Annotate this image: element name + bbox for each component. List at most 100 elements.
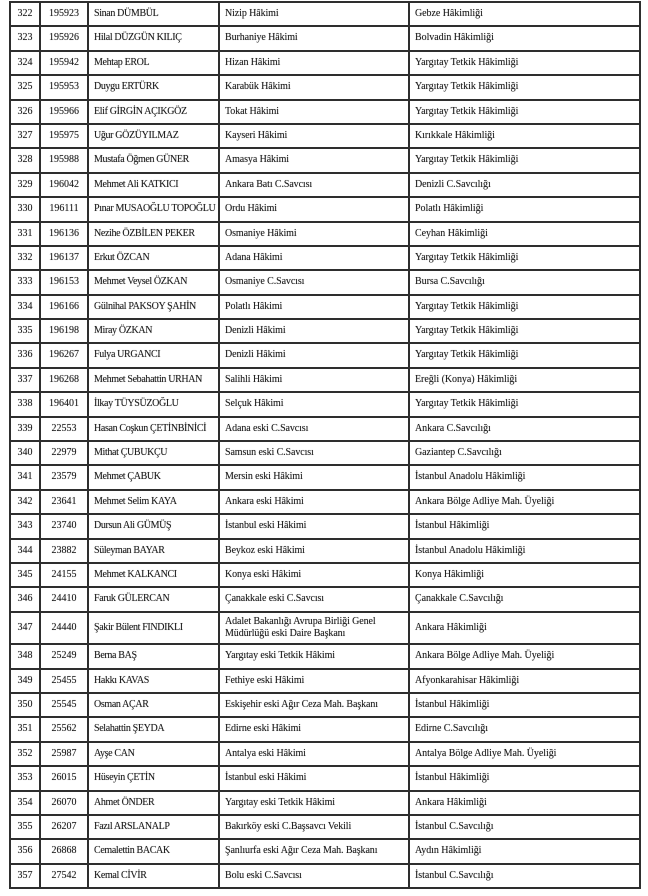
name-cell: Selahattin ŞEYDA [87,716,220,743]
name-cell: Osman AÇAR [87,691,220,719]
new-post-cell: Yargıtay Tetkik Hâkimliği [408,147,641,174]
table-row: 331 196136 Nezihe ÖZBİLEN PEKER Osmaniye Hâ… [9,220,641,247]
row-number-cell: 332 [9,244,41,272]
table-row: 330 196111 Pınar MUSAOĞLU TOPOĞLU Ordu Hâki… [9,196,641,223]
table-row: 356 26868 Cemalettin BACAK Şanlıurfa eski A… [9,838,641,865]
row-number-cell: 354 [9,789,41,816]
previous-post-cell: Denizli Hâkimi [218,318,410,345]
previous-post-cell: Adana eski C.Savcısı [218,415,410,443]
row-number-cell: 325 [9,74,41,101]
name-cell: Hasan Coşkun ÇETİNBİNİCİ [87,415,220,443]
name-cell: Erkut ÖZCAN [87,244,220,272]
previous-post-cell: Denizli Hâkimi [218,342,410,369]
previous-post-cell: Ordu Hâkimi [218,196,410,223]
table-row: 348 25249 Berna BAŞ Yargıtay eski Tetkik Hâ… [9,643,641,670]
new-post-cell: İstanbul Hâkimliği [408,765,641,792]
row-number-cell: 334 [9,293,41,321]
name-cell: Hilal DÜZGÜN KILIÇ [87,25,220,52]
name-cell: Mehmet KALKANCI [87,561,220,589]
table-row: 336 196267 Fulya URGANCI Denizli Hâkimi Yarg… [9,342,641,369]
registry-number-cell: 26207 [39,813,89,841]
table-row: 350 25545 Osman AÇAR Eskişehir eski Ağır Ce… [9,691,641,719]
previous-post-cell: Yargıtay eski Tetkik Hâkimi [218,643,410,670]
name-cell: Kemal CİVİR [87,862,220,890]
table-row: 351 25562 Selahattin ŞEYDA Edirne eski Hâki… [9,716,641,743]
table-row: 327 195975 Uğur GÖZÜYILMAZ Kayseri Hâkimi Kı… [9,122,641,150]
name-cell: Mehmet Ali KATKICI [87,171,220,199]
row-number-cell: 350 [9,691,41,719]
registry-number-cell: 196153 [39,269,89,296]
registry-number-cell: 196136 [39,220,89,247]
row-number-cell: 349 [9,667,41,694]
name-cell: Fazıl ARSLANALP [87,813,220,841]
new-post-cell: Yargıtay Tetkik Hâkimliği [408,342,641,369]
name-cell: Şakir Bülent FINDIKLI [87,610,220,646]
name-cell: Mehmet Veysel ÖZKAN [87,269,220,296]
registry-number-cell: 22979 [39,440,89,467]
previous-post-cell: Tokat Hâkimi [218,98,410,125]
new-post-cell: Ankara Bölge Adliye Mah. Üyeliği [408,643,641,670]
previous-post-cell: Kayseri Hâkimi [218,122,410,150]
new-post-cell: Çanakkale C.Savcılığı [408,586,641,613]
registry-number-cell: 25987 [39,740,89,768]
table-row: 328 195988 Mustafa Öğmen GÜNER Amasya Hâkim… [9,147,641,174]
new-post-cell: Gaziantep C.Savcılığı [408,440,641,467]
previous-post-cell: Yargıtay eski Tetkik Hâkimi [218,789,410,816]
registry-number-cell: 195975 [39,122,89,150]
new-post-cell: Yargıtay Tetkik Hâkimliği [408,74,641,101]
previous-post-cell: Nizip Hâkimi [218,0,410,28]
previous-post-cell: Fethiye eski Hâkimi [218,667,410,694]
previous-post-cell: Çanakkale eski C.Savcısı [218,586,410,613]
new-post-cell: Ankara Bölge Adliye Mah. Üyeliği [408,488,641,516]
new-post-cell: Ankara C.Savcılığı [408,415,641,443]
new-post-cell: İstanbul C.Savcılığı [408,862,641,890]
previous-post-cell: Ankara eski Hâkimi [218,488,410,516]
table-row: 333 196153 Mehmet Veysel ÖZKAN Osmaniye C.S… [9,269,641,296]
row-number-cell: 329 [9,171,41,199]
row-number-cell: 351 [9,716,41,743]
table-row: 353 26015 Hüseyin ÇETİN İstanbul eski Hâkim… [9,765,641,792]
previous-post-cell: Burhaniye Hâkimi [218,25,410,52]
new-post-cell: Ankara Hâkimliği [408,610,641,646]
name-cell: Berna BAŞ [87,643,220,670]
name-cell: Fulya URGANCI [87,342,220,369]
previous-post-cell: Beykoz eski Hâkimi [218,537,410,565]
new-post-cell: Yargıtay Tetkik Hâkimliği [408,318,641,345]
row-number-cell: 324 [9,49,41,77]
table-row: 357 27542 Kemal CİVİR Bolu eski C.Savcısı İs… [9,862,641,890]
previous-post-cell: Eskişehir eski Ağır Ceza Mah. Başkanı [218,691,410,719]
row-number-cell: 353 [9,765,41,792]
judicial-assignments-table: 322 195923 Sinan DÜMBÜL Nizip Hâkimi Gebze H… [9,0,641,890]
previous-post-cell: Mersin eski Hâkimi [218,464,410,491]
row-number-cell: 341 [9,464,41,491]
name-cell: Duygu ERTÜRK [87,74,220,101]
row-number-cell: 344 [9,537,41,565]
new-post-cell: Yargıtay Tetkik Hâkimliği [408,293,641,321]
new-post-cell: Yargıtay Tetkik Hâkimliği [408,49,641,77]
table-row: 354 26070 Ahmet ÖNDER Yargıtay eski Tetkik … [9,789,641,816]
new-post-cell: Yargıtay Tetkik Hâkimliği [408,98,641,125]
previous-post-cell: Adana Hâkimi [218,244,410,272]
previous-post-cell: Selçuk Hâkimi [218,391,410,418]
row-number-cell: 337 [9,366,41,394]
registry-number-cell: 195988 [39,147,89,174]
registry-number-cell: 195926 [39,25,89,52]
new-post-cell: Ankara Hâkimliği [408,789,641,816]
row-number-cell: 327 [9,122,41,150]
previous-post-cell: Polatlı Hâkimi [218,293,410,321]
name-cell: İlkay TÜYSÜZOĞLU [87,391,220,418]
registry-number-cell: 196267 [39,342,89,369]
registry-number-cell: 26070 [39,789,89,816]
name-cell: Gülnihal PAKSOY ŞAHİN [87,293,220,321]
new-post-cell: Yargıtay Tetkik Hâkimliği [408,244,641,272]
name-cell: Uğur GÖZÜYILMAZ [87,122,220,150]
registry-number-cell: 22553 [39,415,89,443]
name-cell: Sinan DÜMBÜL [87,0,220,28]
previous-post-cell: Adalet Bakanlığı Avrupa Birliği Genel Mü… [218,610,410,646]
name-cell: Mithat ÇUBUKÇU [87,440,220,467]
table-row: 345 24155 Mehmet KALKANCI Konya eski Hâkimi… [9,561,641,589]
registry-number-cell: 196268 [39,366,89,394]
row-number-cell: 326 [9,98,41,125]
row-number-cell: 343 [9,513,41,540]
